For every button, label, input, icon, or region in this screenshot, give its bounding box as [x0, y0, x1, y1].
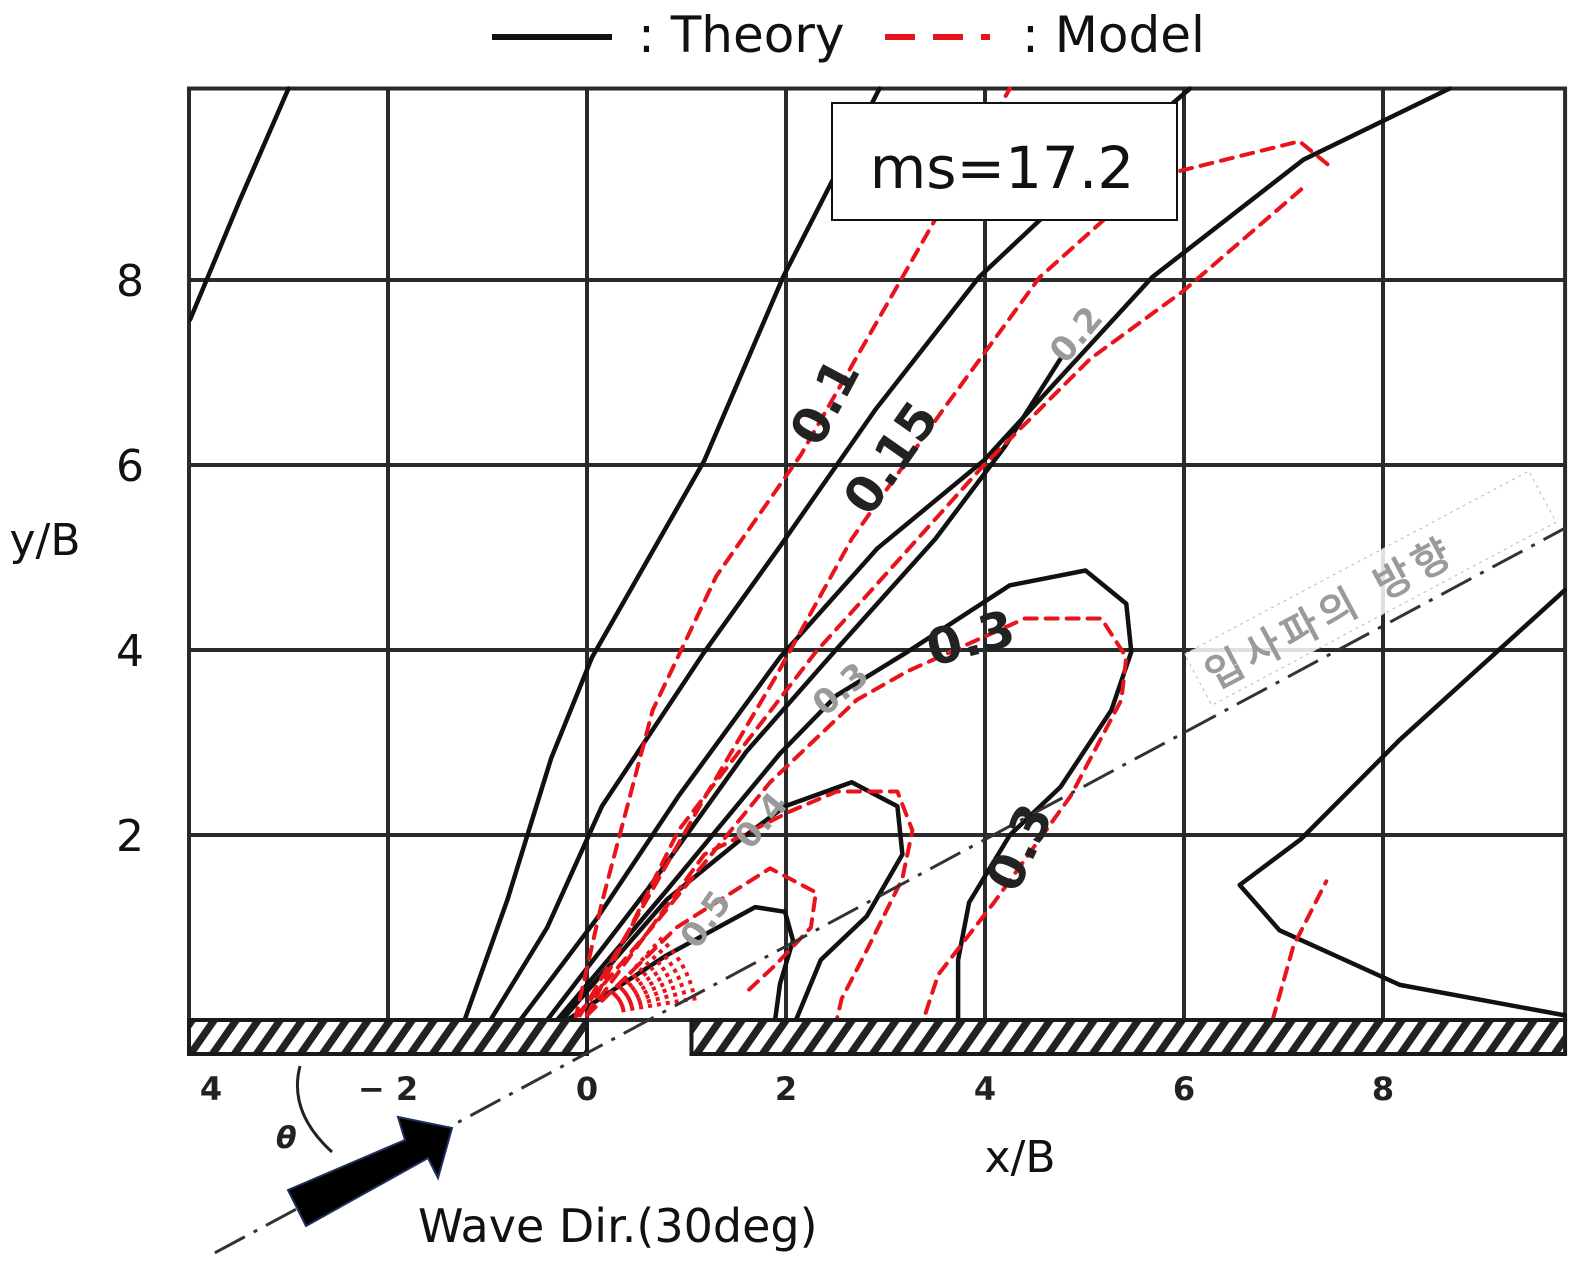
model-hatch-mark — [616, 962, 688, 1004]
y-tick-labels: 2 4 6 8 — [116, 256, 144, 862]
theory-contour — [462, 86, 882, 1022]
model-contour — [575, 616, 1129, 1022]
theta-arc — [295, 1065, 334, 1154]
y-tick-label: 6 — [116, 441, 144, 492]
x-tick-label: 2 — [775, 1070, 797, 1108]
breakwater-segment — [187, 1018, 589, 1056]
x-tick-label: 6 — [1173, 1070, 1195, 1108]
theory-contour — [1237, 587, 1567, 1018]
contour-labels: 0.10.150.30.30.20.30.40.5 — [672, 299, 1111, 956]
model-contour — [1270, 879, 1329, 1022]
theta-symbol: θ — [276, 1121, 297, 1156]
x-tick-label: 8 — [1372, 1070, 1394, 1108]
theory-contour-0-15 — [518, 86, 1452, 1022]
ms-annotation-text: ms=17.2 — [870, 134, 1134, 202]
x-tick-label: − 2 — [358, 1070, 418, 1108]
legend: : Theory : Model — [492, 6, 1205, 64]
x-tick-label: 4 — [974, 1070, 996, 1108]
y-tick-label: 8 — [116, 256, 144, 307]
theory-contour-0-3 — [554, 568, 1134, 1022]
contour-label: 0.3 — [920, 599, 1021, 678]
plot-area — [189, 86, 1567, 1022]
ms-annotation: ms=17.2 — [831, 102, 1178, 221]
model-contour — [578, 139, 1336, 1018]
korean-direction-label: 입사파의 방향 — [1183, 470, 1557, 706]
model-hatch-mark — [618, 970, 692, 1006]
theory-contour-0-4 — [559, 780, 905, 1022]
model-hatch-mark — [609, 936, 664, 996]
model-hatch-mark — [611, 941, 671, 998]
contour-label: 0.3 — [975, 795, 1065, 900]
grid — [187, 86, 1568, 1022]
x-tick-label: 4 — [200, 1070, 222, 1108]
model-contour — [585, 789, 915, 1022]
legend-model-label: : Model — [1022, 6, 1205, 64]
breakwater — [187, 1018, 1568, 1056]
y-tick-label: 2 — [116, 811, 144, 862]
y-axis-label: y/B — [9, 515, 80, 566]
ms-annotation-box — [831, 102, 1178, 221]
x-axis-label: x/B — [984, 1132, 1055, 1183]
x-tick-labels: 4 − 2 0 2 4 6 8 — [200, 1070, 1394, 1108]
model-hatch-mark — [613, 948, 678, 1000]
plot-frame — [187, 86, 1568, 1022]
x-tick-label: 0 — [576, 1070, 598, 1108]
wave-direction-arrow-icon — [286, 1115, 454, 1228]
model-contour — [573, 86, 1012, 1022]
model-contour — [585, 866, 818, 1018]
theory-contour — [189, 86, 291, 323]
breakwater-segment — [689, 1018, 1568, 1056]
korean-direction-text: 입사파의 방향 — [1198, 528, 1464, 699]
contour-label: 0.2 — [1042, 299, 1111, 371]
wave-direction-label: Wave Dir.(30deg) — [418, 1199, 818, 1253]
model-hatch-mark — [619, 978, 696, 1008]
model-hatch-mark — [620, 987, 699, 1011]
theory-contour-0-1 — [488, 86, 1193, 1022]
model-hatch-mark — [615, 955, 683, 1002]
y-tick-label: 4 — [116, 626, 144, 677]
legend-theory-label: : Theory — [638, 6, 844, 64]
model-contour — [585, 185, 1306, 1018]
